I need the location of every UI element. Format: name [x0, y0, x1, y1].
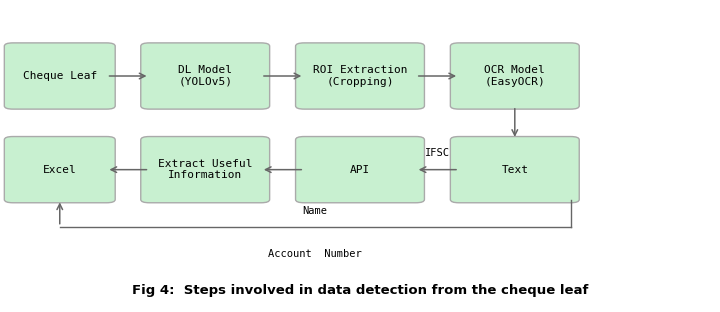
FancyBboxPatch shape	[296, 43, 424, 109]
Text: ROI Extraction
(Cropping): ROI Extraction (Cropping)	[312, 65, 408, 87]
Text: API: API	[350, 165, 370, 175]
Text: Text: Text	[501, 165, 528, 175]
FancyBboxPatch shape	[158, 273, 562, 310]
Text: DL Model
(YOLOv5): DL Model (YOLOv5)	[179, 65, 232, 87]
FancyBboxPatch shape	[140, 43, 269, 109]
Text: Extract Useful
Information: Extract Useful Information	[158, 159, 253, 180]
Text: OCR Model
(EasyOCR): OCR Model (EasyOCR)	[485, 65, 545, 87]
Text: Account  Number: Account Number	[269, 249, 362, 259]
Text: Name: Name	[302, 206, 328, 216]
FancyBboxPatch shape	[296, 137, 424, 203]
FancyBboxPatch shape	[451, 137, 579, 203]
FancyBboxPatch shape	[140, 137, 269, 203]
FancyBboxPatch shape	[4, 43, 115, 109]
Text: Cheque Leaf: Cheque Leaf	[22, 71, 97, 81]
Text: Fig 4:  Steps involved in data detection from the cheque leaf: Fig 4: Steps involved in data detection …	[132, 285, 588, 297]
Text: IFSC: IFSC	[425, 149, 450, 158]
FancyBboxPatch shape	[4, 137, 115, 203]
FancyBboxPatch shape	[451, 43, 579, 109]
Text: Excel: Excel	[43, 165, 76, 175]
